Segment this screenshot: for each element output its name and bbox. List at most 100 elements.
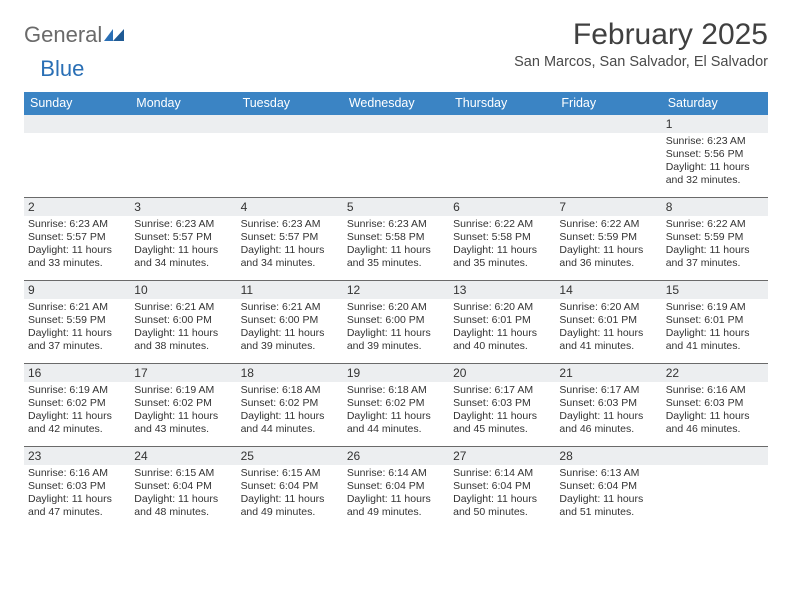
daylight-text: Daylight: 11 hours and 32 minutes. bbox=[666, 161, 764, 187]
sunrise-text: Sunrise: 6:20 AM bbox=[559, 301, 657, 314]
calendar-page: General February 2025 San Marcos, San Sa… bbox=[0, 0, 792, 529]
daylight-text: Daylight: 11 hours and 33 minutes. bbox=[28, 244, 126, 270]
day-number: 9 bbox=[24, 281, 130, 299]
daylight-text: Daylight: 11 hours and 34 minutes. bbox=[241, 244, 339, 270]
day-body: Sunrise: 6:23 AMSunset: 5:57 PMDaylight:… bbox=[237, 216, 343, 274]
day-cell bbox=[343, 115, 449, 197]
sunrise-text: Sunrise: 6:22 AM bbox=[453, 218, 551, 231]
day-body: Sunrise: 6:21 AMSunset: 5:59 PMDaylight:… bbox=[24, 299, 130, 357]
day-body: Sunrise: 6:14 AMSunset: 6:04 PMDaylight:… bbox=[343, 465, 449, 523]
day-cell: 6Sunrise: 6:22 AMSunset: 5:58 PMDaylight… bbox=[449, 198, 555, 280]
day-body: Sunrise: 6:20 AMSunset: 6:00 PMDaylight:… bbox=[343, 299, 449, 357]
sunrise-text: Sunrise: 6:14 AM bbox=[453, 467, 551, 480]
day-cell: 19Sunrise: 6:18 AMSunset: 6:02 PMDayligh… bbox=[343, 364, 449, 446]
day-body: Sunrise: 6:22 AMSunset: 5:59 PMDaylight:… bbox=[555, 216, 661, 274]
sunrise-text: Sunrise: 6:22 AM bbox=[559, 218, 657, 231]
sunset-text: Sunset: 6:02 PM bbox=[347, 397, 445, 410]
sunrise-text: Sunrise: 6:23 AM bbox=[666, 135, 764, 148]
day-body: Sunrise: 6:19 AMSunset: 6:02 PMDaylight:… bbox=[130, 382, 236, 440]
day-number: 25 bbox=[237, 447, 343, 465]
sunset-text: Sunset: 6:03 PM bbox=[666, 397, 764, 410]
day-number: 5 bbox=[343, 198, 449, 216]
day-header-thu: Thursday bbox=[449, 92, 555, 115]
day-cell: 18Sunrise: 6:18 AMSunset: 6:02 PMDayligh… bbox=[237, 364, 343, 446]
day-body: Sunrise: 6:18 AMSunset: 6:02 PMDaylight:… bbox=[343, 382, 449, 440]
day-number: 1 bbox=[662, 115, 768, 133]
weeks-container: 1Sunrise: 6:23 AMSunset: 5:56 PMDaylight… bbox=[24, 115, 768, 529]
daylight-text: Daylight: 11 hours and 47 minutes. bbox=[28, 493, 126, 519]
day-cell: 15Sunrise: 6:19 AMSunset: 6:01 PMDayligh… bbox=[662, 281, 768, 363]
day-body: Sunrise: 6:21 AMSunset: 6:00 PMDaylight:… bbox=[130, 299, 236, 357]
sunset-text: Sunset: 5:56 PM bbox=[666, 148, 764, 161]
day-number: 20 bbox=[449, 364, 555, 382]
day-header-sun: Sunday bbox=[24, 92, 130, 115]
daylight-text: Daylight: 11 hours and 39 minutes. bbox=[347, 327, 445, 353]
sunset-text: Sunset: 5:59 PM bbox=[28, 314, 126, 327]
daylight-text: Daylight: 11 hours and 41 minutes. bbox=[559, 327, 657, 353]
sunset-text: Sunset: 6:01 PM bbox=[453, 314, 551, 327]
sunset-text: Sunset: 5:58 PM bbox=[453, 231, 551, 244]
day-number bbox=[343, 115, 449, 133]
day-cell: 16Sunrise: 6:19 AMSunset: 6:02 PMDayligh… bbox=[24, 364, 130, 446]
day-body: Sunrise: 6:23 AMSunset: 5:58 PMDaylight:… bbox=[343, 216, 449, 274]
sunrise-text: Sunrise: 6:20 AM bbox=[453, 301, 551, 314]
daylight-text: Daylight: 11 hours and 34 minutes. bbox=[134, 244, 232, 270]
sunrise-text: Sunrise: 6:21 AM bbox=[28, 301, 126, 314]
sunset-text: Sunset: 5:57 PM bbox=[241, 231, 339, 244]
week-row: 16Sunrise: 6:19 AMSunset: 6:02 PMDayligh… bbox=[24, 363, 768, 446]
day-body bbox=[662, 465, 768, 470]
day-number: 7 bbox=[555, 198, 661, 216]
sunset-text: Sunset: 6:02 PM bbox=[134, 397, 232, 410]
day-cell: 24Sunrise: 6:15 AMSunset: 6:04 PMDayligh… bbox=[130, 447, 236, 529]
day-body bbox=[555, 133, 661, 138]
day-number: 15 bbox=[662, 281, 768, 299]
daylight-text: Daylight: 11 hours and 49 minutes. bbox=[241, 493, 339, 519]
sunset-text: Sunset: 5:58 PM bbox=[347, 231, 445, 244]
day-number: 2 bbox=[24, 198, 130, 216]
day-cell: 20Sunrise: 6:17 AMSunset: 6:03 PMDayligh… bbox=[449, 364, 555, 446]
daylight-text: Daylight: 11 hours and 46 minutes. bbox=[559, 410, 657, 436]
logo-mark-icon bbox=[104, 23, 126, 49]
daylight-text: Daylight: 11 hours and 49 minutes. bbox=[347, 493, 445, 519]
sunrise-text: Sunrise: 6:13 AM bbox=[559, 467, 657, 480]
sunset-text: Sunset: 6:03 PM bbox=[453, 397, 551, 410]
day-cell: 21Sunrise: 6:17 AMSunset: 6:03 PMDayligh… bbox=[555, 364, 661, 446]
day-body: Sunrise: 6:23 AMSunset: 5:57 PMDaylight:… bbox=[130, 216, 236, 274]
sunrise-text: Sunrise: 6:23 AM bbox=[347, 218, 445, 231]
sunset-text: Sunset: 5:57 PM bbox=[28, 231, 126, 244]
daylight-text: Daylight: 11 hours and 35 minutes. bbox=[347, 244, 445, 270]
day-cell: 17Sunrise: 6:19 AMSunset: 6:02 PMDayligh… bbox=[130, 364, 236, 446]
daylight-text: Daylight: 11 hours and 37 minutes. bbox=[28, 327, 126, 353]
day-cell: 2Sunrise: 6:23 AMSunset: 5:57 PMDaylight… bbox=[24, 198, 130, 280]
day-cell: 9Sunrise: 6:21 AMSunset: 5:59 PMDaylight… bbox=[24, 281, 130, 363]
day-header-wed: Wednesday bbox=[343, 92, 449, 115]
daylight-text: Daylight: 11 hours and 44 minutes. bbox=[241, 410, 339, 436]
sunrise-text: Sunrise: 6:15 AM bbox=[134, 467, 232, 480]
sunset-text: Sunset: 6:04 PM bbox=[241, 480, 339, 493]
day-number: 23 bbox=[24, 447, 130, 465]
day-number: 13 bbox=[449, 281, 555, 299]
day-cell: 12Sunrise: 6:20 AMSunset: 6:00 PMDayligh… bbox=[343, 281, 449, 363]
sunrise-text: Sunrise: 6:22 AM bbox=[666, 218, 764, 231]
sunset-text: Sunset: 6:04 PM bbox=[134, 480, 232, 493]
week-row: 1 Sunrise: 6:23 AMSunset: 5:56 PMDaylight… bbox=[24, 115, 768, 197]
day-cell bbox=[449, 115, 555, 197]
sunset-text: Sunset: 6:01 PM bbox=[559, 314, 657, 327]
logo-text-blue: Blue bbox=[40, 56, 84, 82]
day-body bbox=[449, 133, 555, 138]
sunrise-text: Sunrise: 6:16 AM bbox=[28, 467, 126, 480]
sunset-text: Sunset: 6:02 PM bbox=[241, 397, 339, 410]
sunset-text: Sunset: 6:04 PM bbox=[453, 480, 551, 493]
daylight-text: Daylight: 11 hours and 48 minutes. bbox=[134, 493, 232, 519]
daylight-text: Daylight: 11 hours and 51 minutes. bbox=[559, 493, 657, 519]
week-row: 9Sunrise: 6:21 AMSunset: 5:59 PMDaylight… bbox=[24, 280, 768, 363]
day-body: Sunrise: 6:23 AMSunset: 5:57 PMDaylight:… bbox=[24, 216, 130, 274]
day-number bbox=[449, 115, 555, 133]
sunrise-text: Sunrise: 6:17 AM bbox=[453, 384, 551, 397]
week-row: 2Sunrise: 6:23 AMSunset: 5:57 PMDaylight… bbox=[24, 197, 768, 280]
day-body: Sunrise: 6:18 AMSunset: 6:02 PMDaylight:… bbox=[237, 382, 343, 440]
day-cell: 3Sunrise: 6:23 AMSunset: 5:57 PMDaylight… bbox=[130, 198, 236, 280]
day-cell bbox=[130, 115, 236, 197]
day-cell: 22Sunrise: 6:16 AMSunset: 6:03 PMDayligh… bbox=[662, 364, 768, 446]
day-number: 14 bbox=[555, 281, 661, 299]
